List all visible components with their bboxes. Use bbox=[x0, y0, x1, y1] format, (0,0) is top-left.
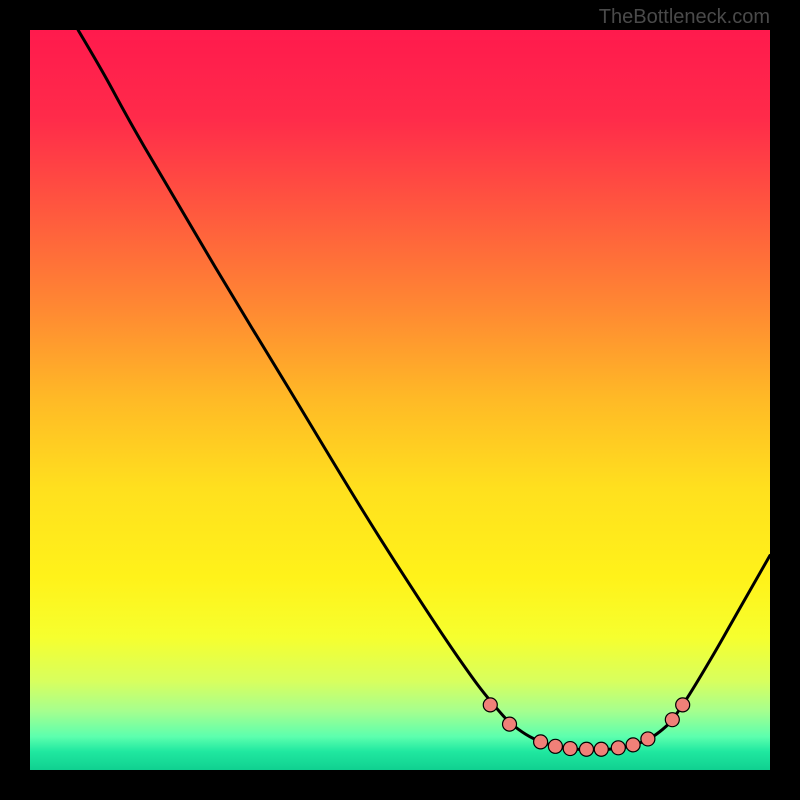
marker-group bbox=[483, 698, 689, 756]
curve-marker bbox=[594, 742, 608, 756]
attribution-label: TheBottleneck.com bbox=[599, 6, 770, 29]
curve-marker bbox=[611, 741, 625, 755]
bottleneck-curve bbox=[78, 30, 770, 750]
plot-area bbox=[30, 30, 770, 770]
curve-marker bbox=[626, 738, 640, 752]
bottleneck-chart: TheBottleneck.com bbox=[0, 0, 800, 800]
curve-marker bbox=[579, 742, 593, 756]
curve-marker bbox=[665, 713, 679, 727]
curve-marker bbox=[483, 698, 497, 712]
curve-marker bbox=[676, 698, 690, 712]
curve-marker bbox=[563, 742, 577, 756]
curve-marker bbox=[534, 735, 548, 749]
curve-marker bbox=[548, 739, 562, 753]
curve-layer bbox=[30, 30, 770, 770]
curve-marker bbox=[641, 732, 655, 746]
curve-marker bbox=[503, 717, 517, 731]
